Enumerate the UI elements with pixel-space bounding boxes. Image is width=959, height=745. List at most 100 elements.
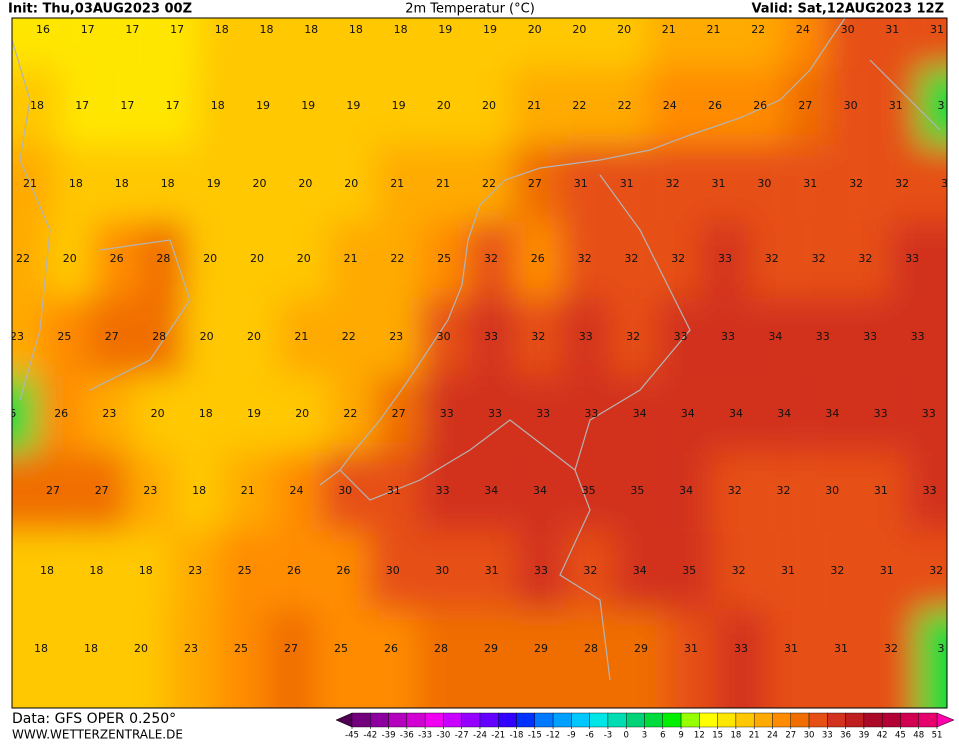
temperature-label: 33 (488, 407, 502, 420)
temperature-label: 34 (633, 564, 647, 577)
temperature-label: 21 (707, 23, 721, 36)
temperature-label: 19 (207, 177, 221, 190)
temperature-label: 22 (16, 252, 30, 265)
colorbar-tick-label: -36 (400, 731, 414, 741)
temperature-label: 32 (728, 484, 742, 497)
temperature-label: 33 (721, 330, 735, 343)
temperature-label: 19 (346, 99, 360, 112)
temperature-label: 27 (46, 484, 60, 497)
temperature-label: 23 (102, 407, 116, 420)
temperature-label: 22 (342, 330, 356, 343)
valid-time: Valid: Sat,12AUG2023 12Z (751, 2, 944, 17)
temperature-label: 29 (634, 642, 648, 655)
temperature-label: 20 (297, 252, 311, 265)
colorbar-bin (663, 713, 681, 727)
colorbar-tick-label: 9 (678, 731, 683, 741)
colorbar-tick-label: 12 (694, 731, 705, 741)
temperature-label: 30 (338, 484, 352, 497)
temperature-label: 20 (247, 330, 261, 343)
temperature-label: 31 (684, 642, 698, 655)
temperature-label: 20 (528, 23, 542, 36)
temperature-label: 31 (485, 564, 499, 577)
temperature-label: 30 (437, 330, 451, 343)
temperature-label: 18 (161, 177, 175, 190)
colorbar-bin (846, 713, 864, 727)
temperature-label: 18 (69, 177, 83, 190)
temperature-label: 20 (203, 252, 217, 265)
colorbar-bin (571, 713, 589, 727)
colorbar-tick-label: -3 (604, 731, 612, 741)
temperature-label: 30 (841, 23, 855, 36)
temperature-label: 18 (215, 23, 229, 36)
temperature-label: 18 (89, 564, 103, 577)
colorbar-tick-label: 36 (840, 731, 851, 741)
temperature-label: 31 (387, 484, 401, 497)
temperature-label: 25 (238, 564, 252, 577)
temperature-label: 17 (75, 99, 89, 112)
temperature-label: 31 (874, 484, 888, 497)
temperature-label: 29 (534, 642, 548, 655)
temperature-label: 27 (105, 330, 119, 343)
colorbar-bin (590, 713, 608, 727)
colorbar-bin (919, 713, 937, 727)
colorbar-tick-label: 24 (767, 731, 778, 741)
colorbar-tick-label: -24 (473, 731, 487, 741)
temperature-label: 33 (734, 642, 748, 655)
temperature-label: 22 (343, 407, 357, 420)
colorbar-tick-label: -18 (510, 731, 524, 741)
colorbar-bin (772, 713, 790, 727)
temperature-label: 33 (911, 330, 925, 343)
temperature-label: 26 (531, 252, 545, 265)
temperature-label: 23 (389, 330, 403, 343)
colorbar-bin (407, 713, 425, 727)
temperature-label: 26 (753, 99, 767, 112)
temperature-label: 30 (825, 484, 839, 497)
temperature-label: 18 (115, 177, 129, 190)
temperature-label: 16 (36, 23, 50, 36)
temperature-label: 18 (349, 23, 363, 36)
temperature-label: 33 (579, 330, 593, 343)
temperature-label: 25 (334, 642, 348, 655)
temperature-label: 20 (250, 252, 264, 265)
temperature-label: 32 (895, 177, 909, 190)
temperature-label: 28 (434, 642, 448, 655)
temperature-label: 31 (930, 23, 944, 36)
colorbar-bin (681, 713, 699, 727)
temperature-label: 22 (390, 252, 404, 265)
colorbar-tick-label: -42 (363, 731, 377, 741)
temperature-label: 18 (211, 99, 225, 112)
temperature-label: 27 (528, 177, 542, 190)
temperature-label: 32 (858, 252, 872, 265)
temperature-label: 35 (630, 484, 644, 497)
temperature-label: 33 (863, 330, 877, 343)
temperature-label: 26 (336, 564, 350, 577)
colorbar-bin (498, 713, 516, 727)
temperature-label: 17 (125, 23, 139, 36)
temperature-label: 31 (712, 177, 726, 190)
temperature-label: 30 (844, 99, 858, 112)
temperature-label: 20 (298, 177, 312, 190)
temperature-label: 25 (234, 642, 248, 655)
temperature-label: 31 (885, 23, 899, 36)
colorbar-bin (608, 713, 626, 727)
temperature-label: 33 (674, 330, 688, 343)
colorbar-bin (864, 713, 882, 727)
colorbar-tick-label: -15 (528, 731, 542, 741)
colorbar-tick-label: -6 (585, 731, 593, 741)
temperature-label: 32 (671, 252, 685, 265)
temperature-label: 31 (781, 564, 795, 577)
temperature-label: 30 (435, 564, 449, 577)
temperature-label: 21 (436, 177, 450, 190)
temperature-label: 29 (484, 642, 498, 655)
temperature-label: 31 (574, 177, 588, 190)
colorbar-bin (462, 713, 480, 727)
temperature-label: 33 (536, 407, 550, 420)
temperature-label: 32 (531, 330, 545, 343)
colorbar-tick-label: -45 (345, 731, 359, 741)
temperature-label: 22 (482, 177, 496, 190)
temperature-label: 34 (484, 484, 498, 497)
temperature-label: 31 (784, 642, 798, 655)
temperature-label: 21 (662, 23, 676, 36)
